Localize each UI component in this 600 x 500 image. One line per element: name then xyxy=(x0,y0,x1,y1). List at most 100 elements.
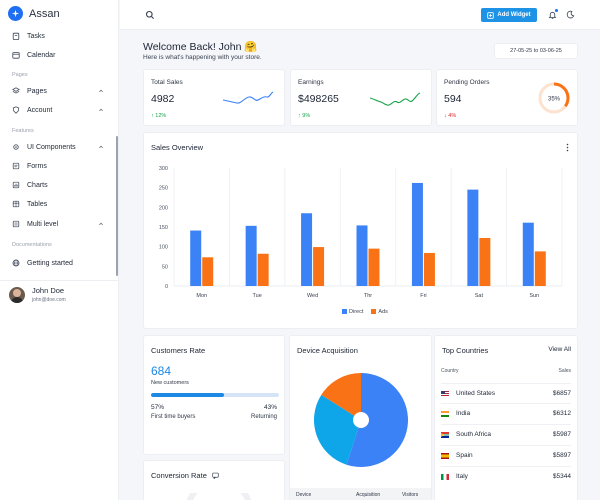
sidebar-item-tables[interactable]: Tables xyxy=(12,197,105,211)
sidebar-item-label: UI Components xyxy=(27,143,76,151)
device-table-header: Device Acquisition Visitors xyxy=(290,488,431,500)
y-tick-label: 100 xyxy=(159,245,168,251)
search-icon[interactable] xyxy=(145,10,155,20)
countries-table-header: Country Sales xyxy=(441,368,571,374)
stat-value: 594 xyxy=(444,93,462,105)
card-title: Conversion Rate xyxy=(151,471,219,480)
view-all-link[interactable]: View All xyxy=(548,346,571,353)
chevron-up-icon xyxy=(99,222,103,226)
clipboard-icon xyxy=(12,32,20,40)
x-tick-label: Thr xyxy=(364,293,372,299)
column-acquisition: Acquisition xyxy=(356,492,381,498)
user-email: john@doe.com xyxy=(32,297,66,303)
avatar xyxy=(9,286,25,303)
chevron-up-icon xyxy=(99,145,103,149)
country-sales: $6312 xyxy=(552,410,571,417)
es-flag-icon xyxy=(441,452,449,459)
bar-direct-fri xyxy=(411,182,423,286)
customers-progress-bar xyxy=(151,393,279,397)
country-name: India xyxy=(456,410,471,417)
stat-change-up: ↑ 9% xyxy=(298,113,311,119)
country-name: United States xyxy=(456,390,496,397)
sidebar-scrollbar[interactable] xyxy=(116,136,118,276)
y-tick-label: 0 xyxy=(165,284,168,290)
ring-progress xyxy=(538,82,570,114)
conversion-rate-card: Conversion Rate xyxy=(143,460,285,500)
calendar-icon xyxy=(12,52,20,59)
sidebar-item-label: Forms xyxy=(27,162,47,170)
country-sales: $6857 xyxy=(552,390,571,397)
pie-center xyxy=(353,412,369,428)
device-pie-chart xyxy=(314,373,409,467)
returning-pct: 43% xyxy=(263,404,277,411)
user-name: John Doe xyxy=(32,286,65,295)
y-tick-label: 250 xyxy=(159,186,168,192)
sidebar-item-pages[interactable]: Pages xyxy=(12,84,105,98)
brand-name: Assan xyxy=(29,7,60,20)
sparkline-earnings xyxy=(369,92,421,106)
table-row[interactable]: United States $6857 xyxy=(441,383,571,403)
more-options-icon[interactable] xyxy=(566,143,569,152)
brand[interactable]: Assan xyxy=(8,6,60,21)
bar-direct-sun xyxy=(522,222,534,286)
sidebar-item-forms[interactable]: Forms xyxy=(12,159,105,173)
sidebar-item-calendar[interactable]: Calendar xyxy=(12,48,105,62)
table-row[interactable]: India $6312 xyxy=(441,403,571,423)
it-flag-icon xyxy=(441,473,449,480)
sidebar-item-label: Tables xyxy=(27,200,48,208)
first-time-pct: 57% xyxy=(151,404,165,411)
list-icon xyxy=(12,220,20,228)
column-visitors: Visitors xyxy=(402,492,419,498)
stat-change-down: ↓ 4% xyxy=(444,113,457,119)
bar-direct-thr xyxy=(356,225,368,286)
comment-icon[interactable] xyxy=(212,472,219,479)
sidebar-item-label: Multi level xyxy=(27,220,59,228)
x-tick-label: Mon xyxy=(196,293,207,299)
table-row[interactable]: Spain $5897 xyxy=(441,445,571,465)
brand-logo-icon xyxy=(8,6,23,21)
legend-item-direct[interactable]: Direct xyxy=(342,309,363,315)
stat-title: Earnings xyxy=(298,79,324,86)
pie-slice-0 xyxy=(346,373,409,467)
moon-icon[interactable] xyxy=(566,10,575,19)
table-row[interactable]: Italy $5344 xyxy=(441,466,571,486)
legend-item-ads[interactable]: Ads xyxy=(371,309,388,315)
section-label-features: Features xyxy=(12,128,34,134)
bell-icon[interactable] xyxy=(548,10,557,20)
sidebar-item-charts[interactable]: Charts xyxy=(12,178,105,192)
sidebar-item-getting-started[interactable]: Getting started xyxy=(12,256,105,270)
bar-direct-mon xyxy=(190,230,202,286)
sidebar-item-label: Charts xyxy=(27,181,48,189)
shield-icon xyxy=(12,106,20,114)
bar-ads-sat xyxy=(479,238,491,286)
sparkline-total-sales xyxy=(222,91,274,104)
table-row[interactable]: South Africa $5987 xyxy=(441,424,571,444)
sidebar-item-account[interactable]: Account xyxy=(12,103,105,117)
layers-icon xyxy=(12,87,20,94)
add-widget-button[interactable]: Add Widget xyxy=(481,8,537,22)
sidebar-item-multi-level[interactable]: Multi level xyxy=(12,217,105,231)
bar-ads-fri xyxy=(423,252,435,286)
country-sales: $5897 xyxy=(552,452,571,459)
sidebar-item-ui-components[interactable]: UI Components xyxy=(12,140,105,154)
card-title: Sales Overview xyxy=(151,143,204,152)
chevron-up-icon xyxy=(99,89,103,93)
total-sales-card: Total Sales 4982 ↑ 12% xyxy=(143,69,285,126)
pending-orders-card: Pending Orders 594 ↓ 4% 35% xyxy=(436,69,578,126)
column-country: Country xyxy=(441,368,459,374)
bar-ads-thr xyxy=(368,248,380,286)
column-sales: Sales xyxy=(558,368,571,374)
customers-progress-fill xyxy=(151,393,224,397)
chart-icon xyxy=(12,181,20,189)
sidebar-item-tasks[interactable]: Tasks xyxy=(12,29,105,43)
date-range-picker[interactable]: 27-05-25 to 03-06-25 xyxy=(494,43,578,59)
card-title: Device Acquisition xyxy=(297,346,358,355)
x-tick-label: Sat xyxy=(475,293,484,299)
bar-ads-sun xyxy=(534,251,546,286)
stat-title: Total Sales xyxy=(151,79,183,86)
ring-label: 35% xyxy=(548,97,561,103)
bar-ads-wed xyxy=(313,247,325,286)
x-tick-label: Sun xyxy=(529,293,539,299)
sidebar-item-label: Pages xyxy=(27,87,47,95)
user-profile[interactable]: John Doe john@doe.com xyxy=(9,286,66,303)
